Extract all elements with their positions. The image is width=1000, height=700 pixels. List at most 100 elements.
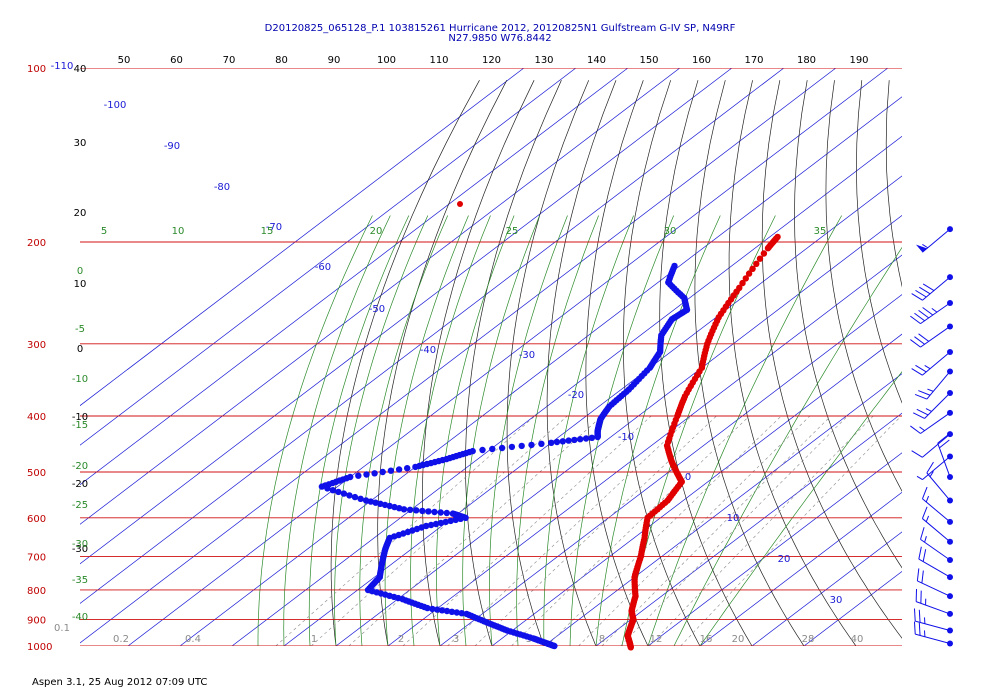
wind-barb-shaft (922, 276, 951, 301)
dry-adiabat-line (506, 80, 590, 646)
footer-text: Aspen 3.1, 25 Aug 2012 07:09 UTC (32, 677, 208, 688)
wind-barb-tick (919, 286, 931, 295)
mixing-ratio-line (601, 415, 832, 646)
moist-adiabat-line (283, 215, 391, 646)
dry-adiabat-line (856, 80, 902, 404)
isotherm-line (80, 68, 525, 407)
top-tick-label: 120 (482, 55, 501, 66)
adiabat-label: 30 (664, 226, 677, 237)
wind-barb-tick (918, 622, 921, 636)
pressure-label: 800 (27, 586, 46, 597)
dewpoint-point (406, 506, 414, 513)
wind-barb (916, 568, 953, 600)
dewpoint-point (318, 483, 326, 490)
isotherm-line (80, 68, 629, 486)
wind-barb-shaft (920, 326, 951, 348)
dewpoint-point (329, 487, 337, 494)
wind-barb-tick (937, 434, 948, 444)
wind-barb-tick (918, 309, 929, 319)
top-tick-label: 160 (692, 55, 711, 66)
dewpoint-point (357, 495, 364, 502)
dewpoint-point (351, 493, 359, 501)
left-moist-label: -30 (72, 539, 88, 550)
isotherm-label: 10 (727, 513, 740, 524)
dewpoint-point (412, 463, 419, 471)
isotherm-label: -40 (420, 345, 436, 356)
wind-barb-half-tick (925, 408, 932, 412)
dewpoint-point (395, 466, 403, 473)
moist-adiabat-line (516, 215, 599, 646)
dry-adiabat-line (465, 80, 562, 646)
mixing-ratio-line (578, 415, 811, 646)
wind-barb-shaft (917, 580, 951, 597)
pressure-label: 700 (27, 552, 46, 563)
temperature-point (749, 265, 756, 272)
wind-barbs (910, 226, 953, 647)
adiabat-label: 25 (506, 226, 519, 237)
dewpoint-point (452, 516, 459, 524)
isotherm-label: -10 (618, 432, 634, 443)
top-tick-label: 80 (275, 55, 288, 66)
isotherm-line (387, 254, 902, 646)
wind-barb-tick (910, 339, 921, 348)
wind-barb-tick (926, 461, 934, 474)
wind-barb (913, 608, 953, 634)
sounding-traces (318, 201, 781, 651)
dewpoint-point (429, 605, 436, 613)
mixing-ratio-line (680, 415, 902, 646)
dewpoint-point (538, 440, 545, 447)
isotherm-line (595, 412, 902, 646)
dewpoint-point (508, 443, 516, 451)
pressure-label: 200 (27, 238, 46, 249)
wind-barb-tick (939, 439, 950, 449)
left-theta-label: -30 (72, 544, 88, 555)
temperature-point (764, 245, 772, 252)
dewpoint-point (565, 437, 572, 444)
dewpoint-point (577, 436, 584, 443)
isotherm-line (491, 333, 902, 646)
mixing-ratio-label: 16 (700, 634, 713, 645)
pressure-label: 500 (27, 468, 46, 479)
wind-barb (910, 299, 953, 325)
mixing-ratio-label: 20 (732, 634, 745, 645)
wind-barb (913, 621, 953, 647)
dewpoint-point (427, 521, 435, 529)
wind-barb-shaft (937, 442, 951, 478)
wind-barb-shaft (922, 498, 951, 523)
isotherm-line (80, 68, 733, 565)
temperature-point (760, 250, 768, 257)
top-left-isotherm-label: -110 (51, 61, 74, 72)
wind-barb-tick (918, 609, 921, 623)
isotherm-line (80, 68, 837, 644)
background-lines (80, 68, 1000, 658)
mixing-ratio-label: 40 (851, 634, 864, 645)
temperature-point (756, 255, 764, 262)
left-moist-label: -10 (72, 374, 88, 385)
isotherm-line (699, 491, 902, 646)
wind-barb-tick (916, 568, 920, 582)
left-theta-label: -20 (72, 479, 88, 490)
left-theta-label: 0 (77, 344, 83, 355)
dewpoint-point (431, 508, 438, 516)
wind-barb (914, 368, 953, 400)
dry-adiabat-line (377, 80, 508, 646)
wind-barb-tick (921, 570, 924, 584)
wind-barb-half-tick (929, 471, 934, 477)
dry-adiabat-line (915, 80, 1000, 658)
wind-barb-shaft (916, 601, 951, 615)
dewpoint-point (528, 441, 535, 449)
wind-barb-half-tick (931, 307, 938, 313)
moist-adiabat-line (462, 215, 540, 646)
dewpoint-point (396, 505, 403, 512)
temperature-point (457, 201, 463, 207)
wind-barb-flag (915, 244, 928, 253)
dewpoint-point (340, 490, 348, 497)
dewpoint-point (324, 485, 331, 492)
dewpoint-point (489, 445, 496, 453)
wind-barb-shaft (915, 620, 951, 631)
dewpoint-point (498, 444, 506, 452)
dewpoint-point (438, 607, 446, 614)
wind-barb-tick (918, 546, 922, 560)
isotherm-line (439, 294, 902, 646)
